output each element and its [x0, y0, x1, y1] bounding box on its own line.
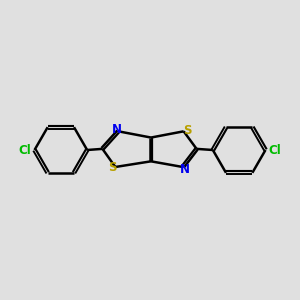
- Text: Cl: Cl: [268, 143, 281, 157]
- Text: N: N: [179, 163, 189, 176]
- Text: S: S: [183, 124, 191, 137]
- Text: Cl: Cl: [19, 143, 31, 157]
- Text: N: N: [112, 123, 122, 136]
- Text: S: S: [108, 161, 116, 174]
